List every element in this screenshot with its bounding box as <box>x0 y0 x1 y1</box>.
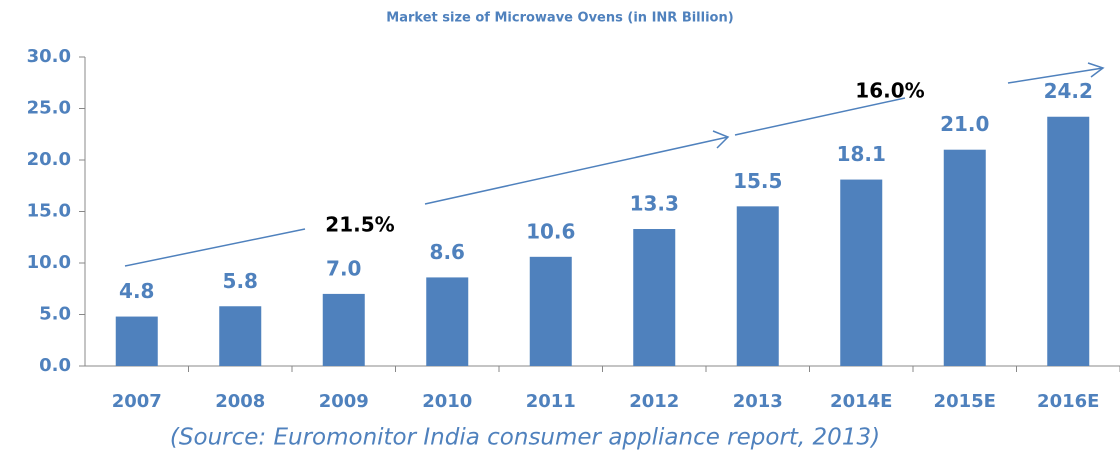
bar <box>426 277 469 366</box>
data-label: 24.2 <box>1044 79 1093 103</box>
bar <box>219 306 262 366</box>
y-tick-label: 5.0 <box>39 304 71 325</box>
x-tick-label: 2014E <box>830 391 892 412</box>
annotation: 21.5% <box>325 213 394 237</box>
data-label: 7.0 <box>326 256 361 280</box>
data-label: 15.5 <box>733 169 782 193</box>
cagr-arrows <box>124 62 1105 267</box>
y-tick-label: 25.0 <box>27 98 71 119</box>
bar <box>1047 116 1090 367</box>
x-tick-label: 2016E <box>1037 391 1099 412</box>
data-label: 13.3 <box>630 192 679 216</box>
data-label: 8.6 <box>430 240 465 264</box>
y-tick-label: 0.0 <box>39 355 71 376</box>
bar <box>633 229 676 366</box>
data-label: 18.1 <box>837 142 886 166</box>
bar <box>529 256 572 366</box>
bar <box>943 149 986 366</box>
y-tick-label: 15.0 <box>27 201 71 222</box>
x-tick-label: 2015E <box>934 391 996 412</box>
chart-title: Market size of Microwave Ovens (in INR B… <box>386 11 733 26</box>
data-label: 21.0 <box>940 112 989 136</box>
x-tick-label: 2012 <box>629 391 679 412</box>
data-label: 10.6 <box>526 219 575 243</box>
bar <box>115 316 158 366</box>
x-tick-label: 2008 <box>215 391 265 412</box>
source-note: (Source: Euromonitor India consumer appl… <box>170 425 880 451</box>
bar <box>322 293 365 366</box>
x-tick-label: 2011 <box>526 391 576 412</box>
y-tick-label: 30.0 <box>27 46 71 67</box>
data-label: 4.8 <box>119 279 154 303</box>
x-tick-label: 2009 <box>319 391 369 412</box>
annotation: 16.0% <box>855 79 924 103</box>
bar <box>840 179 883 366</box>
y-tick-label: 10.0 <box>27 252 71 273</box>
y-tick-label: 20.0 <box>27 149 71 170</box>
data-label: 5.8 <box>223 269 258 293</box>
bar <box>736 206 779 366</box>
x-tick-label: 2007 <box>112 391 162 412</box>
x-tick-label: 2010 <box>422 391 472 412</box>
x-tick-label: 2013 <box>733 391 783 412</box>
